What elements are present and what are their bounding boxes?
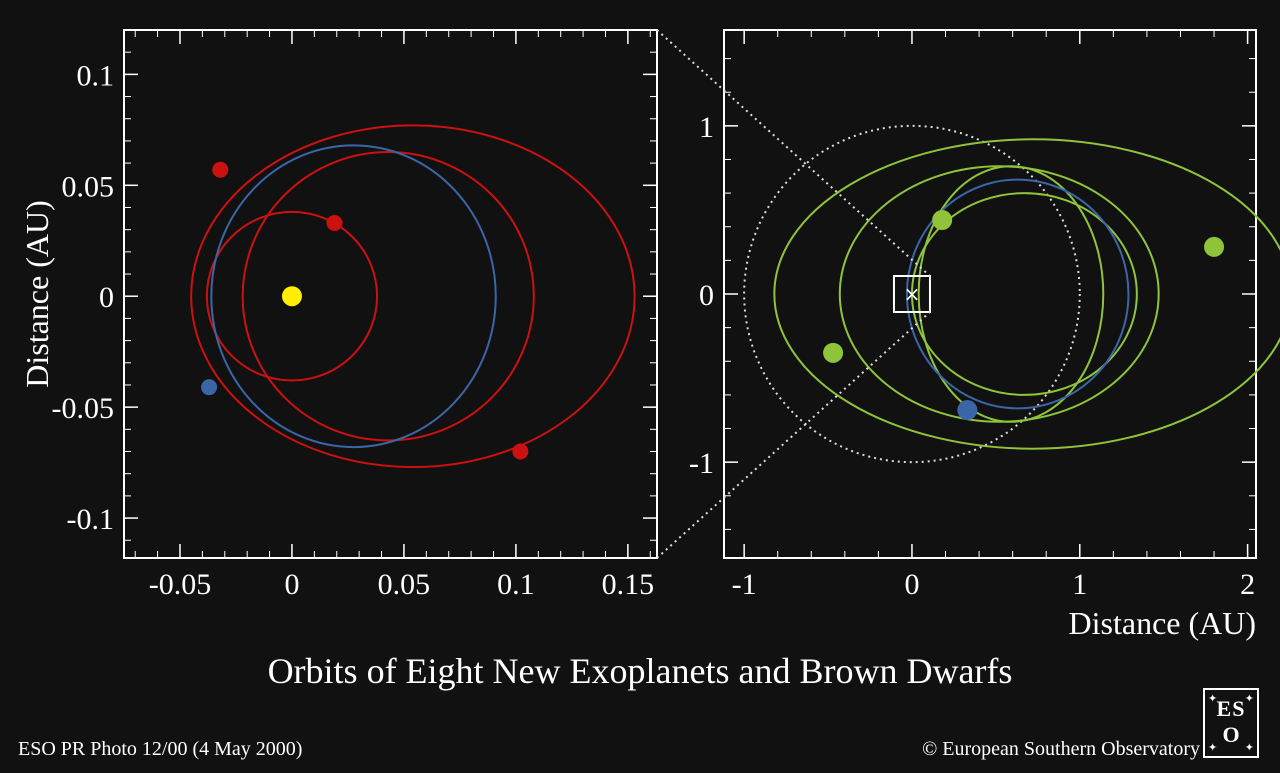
x-tick-label: 0.05 [378, 568, 431, 601]
y-tick-label: 1 [699, 111, 714, 144]
zoom-connector-lines [656, 29, 931, 559]
logo-text-top: ES [1216, 696, 1246, 721]
x-tick-label: -0.05 [149, 568, 212, 601]
orbit-ellipse [190, 124, 636, 469]
plot-frame [723, 29, 1257, 559]
y-tick-label: 0.1 [77, 59, 115, 92]
x-tick-label: 0 [904, 568, 919, 601]
x-tick-label: 1 [1072, 568, 1087, 601]
y-tick-label: 0 [699, 279, 714, 312]
orbit-ellipse [773, 138, 1280, 450]
zoom-line-bottom [656, 311, 931, 559]
y-tick-label: -0.1 [67, 503, 115, 536]
x-tick-label: 2 [1240, 568, 1255, 601]
zoom-box [892, 275, 931, 313]
photo-credit: ESO PR Photo 12/00 (4 May 2000) [18, 738, 303, 760]
planet-point [512, 443, 529, 460]
figure-title: Orbits of Eight New Exoplanets and Brown… [267, 651, 1013, 691]
planet-point [326, 215, 343, 232]
orbit-ellipse [210, 144, 497, 449]
plot-frame [123, 29, 658, 559]
star-marker [281, 286, 302, 307]
orbit-ellipse [838, 165, 1160, 423]
x-tick-label: 0 [284, 568, 299, 601]
eso-logo: ES O ✦ ✦ ✦ ✦ [1203, 688, 1259, 758]
orbit-ellipse [241, 151, 535, 442]
planet-point [957, 400, 978, 421]
x-tick-label: -1 [732, 568, 757, 601]
planet-point [212, 161, 229, 178]
orbit-ellipse [205, 210, 379, 382]
orbit-ellipse [905, 178, 1130, 410]
y-axis-label: Distance (AU) [19, 200, 55, 387]
copyright-notice: © European Southern Observatory [922, 738, 1200, 760]
x-tick-label: 0.15 [602, 568, 655, 601]
logo-star-icon: ✦ [1208, 693, 1218, 705]
planet-point [1204, 236, 1225, 257]
left-panel: -0.05 0 0.05 0.1 0.15 -0.1 -0.05 0 0.05 0.1 Distan… [19, 29, 658, 601]
logo-text-bottom: O [1222, 722, 1240, 747]
orbit-ellipse [743, 124, 1081, 464]
center-marker: × [904, 282, 921, 306]
y-tick-label: -1 [689, 447, 714, 480]
x-tick-label: 0.1 [497, 568, 535, 601]
y-tick-label: 0.05 [62, 170, 115, 203]
orbit-ellipse [910, 192, 1138, 396]
planet-point [201, 379, 218, 396]
planet-point [932, 210, 953, 231]
logo-star-icon: ✦ [1244, 742, 1254, 754]
zoom-line-top [656, 29, 931, 277]
logo-star-icon: ✦ [1244, 693, 1254, 705]
right-panel: -1 0 1 2 -1 0 1 Distance (AU) × [689, 29, 1280, 641]
planet-point [823, 342, 844, 363]
x-axis-label: Distance (AU) [1069, 605, 1256, 641]
y-tick-label: -0.05 [52, 392, 115, 425]
logo-star-icon: ✦ [1208, 742, 1218, 754]
y-tick-label: 0 [99, 281, 114, 314]
